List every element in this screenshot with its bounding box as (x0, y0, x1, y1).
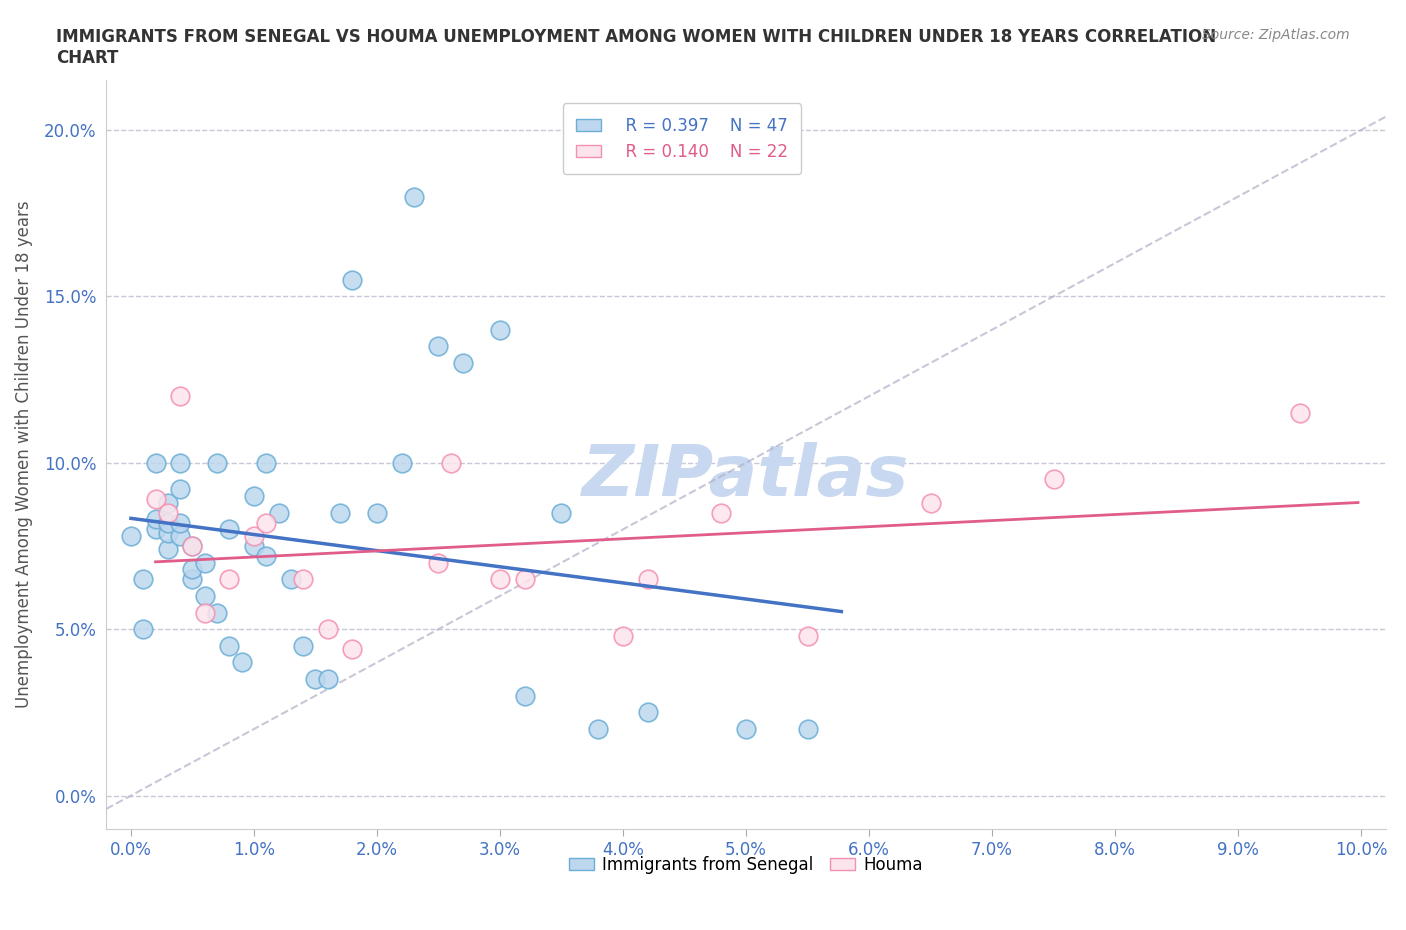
Point (194, 605, 217, 620)
Point (205, 605, 228, 620)
Point (292, 572, 315, 587)
Point (427, 339, 450, 353)
Point (342, 642, 364, 657)
Point (588, 722, 610, 737)
Point (402, 189, 425, 204)
Point (254, 515, 277, 530)
Text: Source: ZipAtlas.com: Source: ZipAtlas.com (1202, 28, 1350, 42)
Point (156, 542, 179, 557)
Point (513, 688, 536, 703)
Point (267, 505, 290, 520)
Text: ZIPatlas: ZIPatlas (582, 443, 910, 512)
Point (366, 505, 388, 520)
Point (205, 456, 228, 471)
Point (218, 572, 240, 587)
Point (451, 355, 474, 370)
Point (329, 505, 352, 520)
Point (637, 705, 659, 720)
Point (145, 512, 167, 526)
Point (156, 525, 179, 540)
Point (194, 589, 217, 604)
Point (156, 496, 179, 511)
Point (440, 456, 463, 471)
Point (550, 505, 572, 520)
Point (796, 722, 818, 737)
Point (280, 572, 302, 587)
Point (181, 562, 204, 577)
Point (156, 515, 179, 530)
Point (145, 492, 167, 507)
Point (254, 456, 277, 471)
Point (243, 488, 266, 503)
Point (218, 522, 240, 537)
Point (920, 496, 942, 511)
Point (132, 622, 155, 637)
Point (427, 555, 450, 570)
Point (169, 482, 191, 497)
Point (145, 456, 167, 471)
Point (181, 538, 204, 553)
Point (231, 655, 253, 670)
Point (489, 322, 512, 337)
Point (316, 671, 339, 686)
Point (316, 622, 339, 637)
Point (489, 572, 512, 587)
Text: IMMIGRANTS FROM SENEGAL VS HOUMA UNEMPLOYMENT AMONG WOMEN WITH CHILDREN UNDER 18: IMMIGRANTS FROM SENEGAL VS HOUMA UNEMPLO… (56, 28, 1216, 67)
Point (181, 538, 204, 553)
Point (145, 522, 167, 537)
Point (194, 555, 217, 570)
Point (254, 549, 277, 564)
Point (132, 572, 155, 587)
Point (304, 671, 326, 686)
Point (218, 638, 240, 653)
Point (156, 505, 179, 520)
Point (243, 528, 266, 543)
Legend: Immigrants from Senegal, Houma: Immigrants from Senegal, Houma (562, 849, 929, 881)
Point (292, 638, 315, 653)
Point (169, 515, 191, 530)
Point (513, 572, 536, 587)
Point (243, 538, 266, 553)
Point (612, 629, 634, 644)
Point (391, 456, 413, 471)
Point (1288, 405, 1310, 420)
Point (710, 505, 733, 520)
Point (342, 272, 364, 287)
Point (796, 629, 818, 644)
Point (169, 389, 191, 404)
Point (169, 528, 191, 543)
Y-axis label: Unemployment Among Women with Children Under 18 years: Unemployment Among Women with Children U… (15, 201, 32, 709)
Point (1042, 472, 1064, 487)
Point (735, 722, 758, 737)
Point (169, 456, 191, 471)
Point (637, 572, 659, 587)
Point (120, 528, 142, 543)
Point (181, 572, 204, 587)
